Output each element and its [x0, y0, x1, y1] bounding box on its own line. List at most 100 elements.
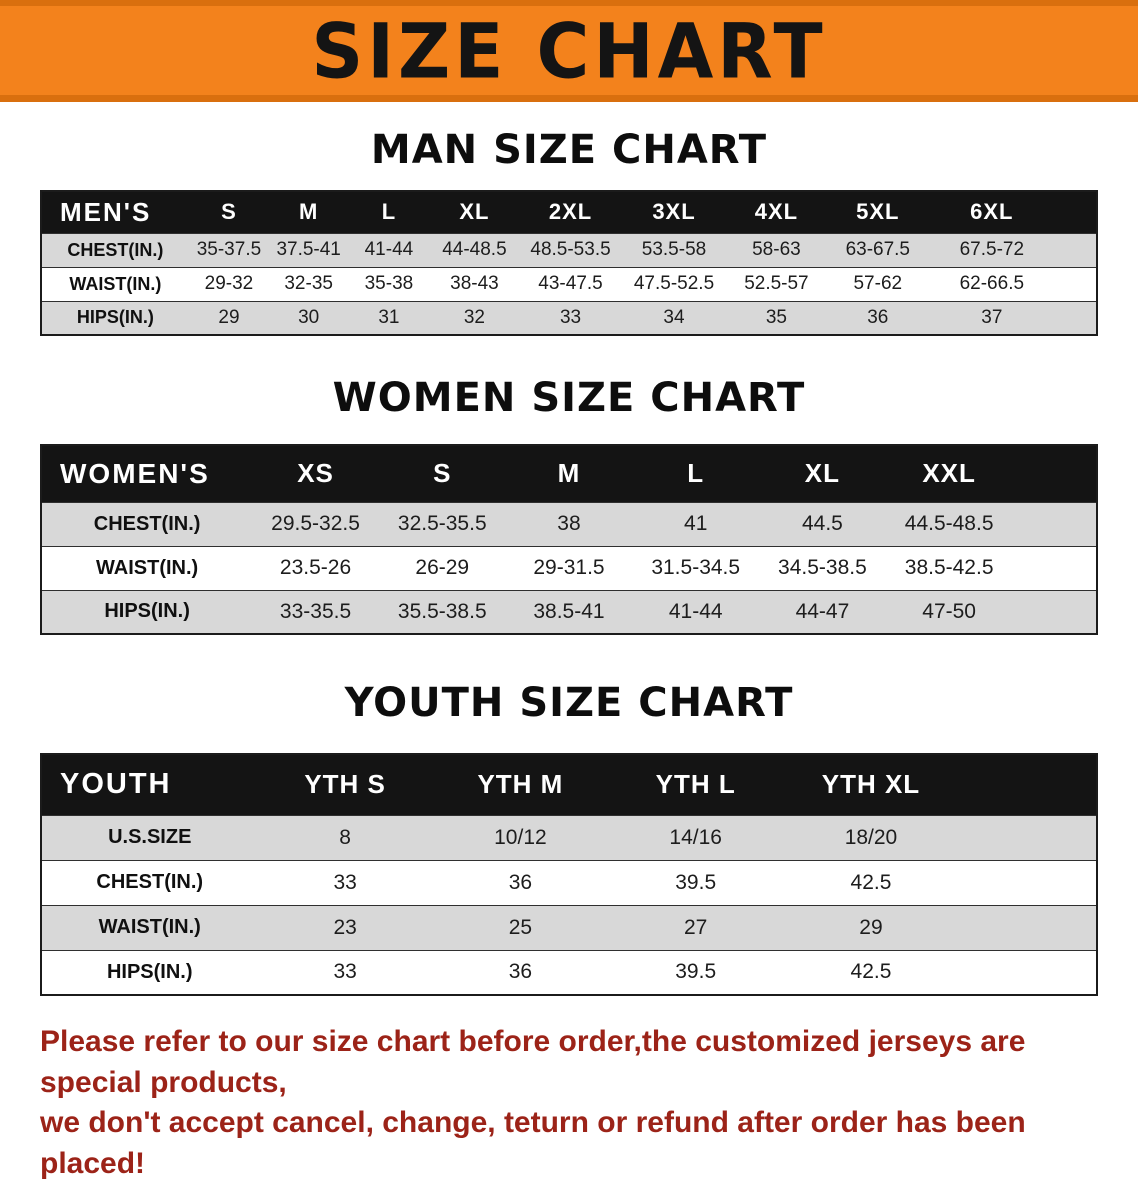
col-header: S: [378, 445, 506, 502]
size-value: 25: [432, 904, 609, 950]
col-header: S: [188, 191, 270, 233]
size-value: 44-47: [759, 589, 886, 634]
size-value: 34: [621, 300, 727, 335]
size-value: 37: [929, 300, 1055, 335]
size-value: 44-48.5: [429, 232, 520, 267]
col-header: L: [632, 445, 760, 502]
size-value: 29: [188, 300, 270, 335]
size-value: 35.5-38.5: [378, 589, 506, 634]
size-value: 52.5-57: [726, 266, 827, 301]
row-label: HIPS(IN.): [41, 949, 258, 995]
table-row: CHEST(IN.) 35-37.5 37.5-41 41-44 44-48.5…: [41, 232, 1097, 267]
spacer-cell: [1054, 300, 1097, 335]
size-value: 33: [519, 300, 622, 335]
size-value: 30: [269, 300, 349, 335]
size-value: 23.5-26: [252, 545, 379, 590]
table-row: HIPS(IN.) 33 36 39.5 42.5: [41, 949, 1097, 995]
size-value: 36: [826, 300, 929, 335]
size-value: 32: [429, 300, 520, 335]
page-title: SIZE CHART: [311, 6, 827, 95]
size-value: 47-50: [885, 589, 1013, 634]
size-value: 32-35: [269, 266, 349, 301]
size-value: 62-66.5: [929, 266, 1055, 301]
col-header: 2XL: [519, 191, 622, 233]
spacer-cell: [1012, 589, 1097, 634]
spacer-cell: [1012, 445, 1097, 502]
spacer-cell: [958, 754, 1097, 815]
size-value: 29: [783, 904, 959, 950]
footnote-line2: we don't accept cancel, change, teturn o…: [40, 1106, 1026, 1180]
size-value: 38: [505, 501, 633, 546]
table-corner-label: WOMEN'S: [41, 445, 253, 502]
size-value: 41-44: [632, 589, 760, 634]
size-value: 23: [257, 904, 433, 950]
size-value: 37.5-41: [269, 232, 349, 267]
size-value: 35-38: [348, 266, 430, 301]
table-row: WAIST(IN.) 29-32 32-35 35-38 38-43 43-47…: [41, 266, 1097, 301]
size-value: 35-37.5: [188, 232, 270, 267]
table-row: U.S.SIZE 8 10/12 14/16 18/20: [41, 814, 1097, 860]
size-value: 53.5-58: [621, 232, 727, 267]
size-value: 38-43: [429, 266, 520, 301]
size-value: 38.5-42.5: [885, 545, 1013, 590]
size-value: 26-29: [378, 545, 506, 590]
size-value: 42.5: [783, 949, 959, 995]
women-section: WOMEN SIZE CHART WOMEN'S XS S M L XL XXL: [0, 376, 1138, 635]
table-row: HIPS(IN.) 29 30 31 32 33 34 35 36 37: [41, 300, 1097, 335]
size-value: 44.5-48.5: [885, 501, 1013, 546]
row-label: HIPS(IN.): [41, 300, 189, 335]
women-size-table: WOMEN'S XS S M L XL XXL CHEST(IN.) 29.5-…: [40, 444, 1098, 635]
row-label: HIPS(IN.): [41, 589, 253, 634]
col-header: 3XL: [621, 191, 727, 233]
col-header: 4XL: [726, 191, 827, 233]
size-value: 18/20: [783, 814, 959, 860]
row-label: CHEST(IN.): [41, 501, 253, 546]
col-header: YTH S: [257, 754, 433, 815]
spacer-cell: [958, 904, 1097, 950]
col-header: M: [505, 445, 633, 502]
men-heading: MAN SIZE CHART: [370, 127, 768, 173]
size-value: 29-32: [188, 266, 270, 301]
col-header: YTH XL: [783, 754, 959, 815]
size-value: 34.5-38.5: [759, 545, 886, 590]
row-label: CHEST(IN.): [41, 232, 189, 267]
youth-heading: YOUTH SIZE CHART: [344, 680, 794, 726]
spacer-cell: [1054, 232, 1097, 267]
size-value: 32.5-35.5: [378, 501, 506, 546]
size-value: 58-63: [726, 232, 827, 267]
col-header: XL: [429, 191, 520, 233]
row-label: WAIST(IN.): [41, 545, 253, 590]
table-row: HIPS(IN.) 33-35.5 35.5-38.5 38.5-41 41-4…: [41, 589, 1097, 634]
women-heading: WOMEN SIZE CHART: [332, 375, 806, 421]
size-value: 33: [257, 949, 433, 995]
men-section: MAN SIZE CHART MEN'S S M L XL 2XL 3XL 4X…: [0, 128, 1138, 336]
size-value: 36: [432, 949, 609, 995]
size-value: 41: [632, 501, 760, 546]
col-header: 5XL: [826, 191, 929, 233]
size-value: 27: [608, 904, 784, 950]
size-value: 43-47.5: [519, 266, 622, 301]
spacer-cell: [958, 814, 1097, 860]
col-header: XS: [252, 445, 379, 502]
size-value: 57-62: [826, 266, 929, 301]
table-corner-label: YOUTH: [41, 754, 258, 815]
size-value: 67.5-72: [929, 232, 1055, 267]
footnote-line1: Please refer to our size chart before or…: [40, 1025, 1026, 1099]
row-label: U.S.SIZE: [41, 814, 258, 860]
women-header-row: WOMEN'S XS S M L XL XXL: [41, 445, 1097, 502]
size-value: 44.5: [759, 501, 886, 546]
size-value: 31: [348, 300, 430, 335]
size-value: 47.5-52.5: [621, 266, 727, 301]
col-header: XL: [759, 445, 886, 502]
col-header: 6XL: [929, 191, 1055, 233]
size-value: 35: [726, 300, 827, 335]
table-row: CHEST(IN.) 33 36 39.5 42.5: [41, 859, 1097, 905]
size-value: 14/16: [608, 814, 784, 860]
footnote: Please refer to our size chart before or…: [40, 1022, 1100, 1184]
table-row: WAIST(IN.) 23.5-26 26-29 29-31.5 31.5-34…: [41, 545, 1097, 590]
col-header: L: [348, 191, 430, 233]
col-header: M: [269, 191, 349, 233]
men-size-table: MEN'S S M L XL 2XL 3XL 4XL 5XL 6XL CHEST…: [40, 190, 1098, 336]
row-label: WAIST(IN.): [41, 904, 258, 950]
